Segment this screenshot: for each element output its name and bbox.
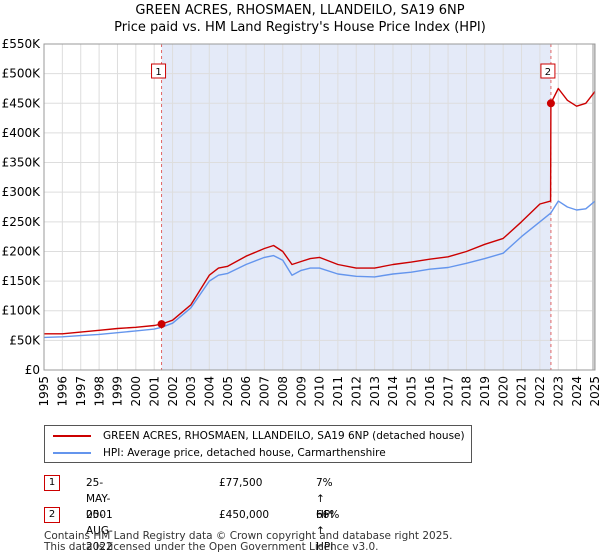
footer: Contains HM Land Registry data © Crown c… xyxy=(44,531,452,553)
x-tick-label: 2023 xyxy=(551,376,565,407)
price-chart: £0 £50K £100K £150K £200K £250K £300K £350K £400… xyxy=(2,37,600,407)
x-tick-label: 2001 xyxy=(147,376,161,407)
x-tick-label: 1999 xyxy=(111,376,125,407)
transaction-price: £77,500 xyxy=(219,477,263,489)
sale-label-box xyxy=(540,63,556,79)
x-tick-label: 1995 xyxy=(37,376,51,407)
x-tick-label: 2002 xyxy=(166,376,180,407)
x-tick-label: 2017 xyxy=(441,376,455,407)
transaction-badge: 1 xyxy=(44,475,60,491)
y-tick-label: £300K xyxy=(2,185,42,199)
y-tick-label: £200K xyxy=(2,244,42,258)
footer-copyright: Contains HM Land Registry data © Crown c… xyxy=(44,530,453,542)
chart-subtitle: Price paid vs. HM Land Registry's House … xyxy=(114,20,486,35)
x-tick-label: 2021 xyxy=(515,376,529,407)
x-tick-label: 1996 xyxy=(56,376,70,407)
x-tick-label: 2009 xyxy=(294,376,308,407)
transaction-date: 25-MAY-2001 xyxy=(86,477,113,521)
x-tick-label: 2025 xyxy=(588,376,600,407)
y-tick-label: £150K xyxy=(2,274,42,288)
y-tick-label: £250K xyxy=(2,215,42,229)
x-tick-label: 2004 xyxy=(203,376,217,407)
x-tick-label: 2020 xyxy=(496,376,510,407)
x-tick-label: 2005 xyxy=(221,376,235,407)
transaction-hpi: 66% ↑ HPI xyxy=(316,509,340,553)
x-tick-label: 2014 xyxy=(386,376,400,407)
sale-label-box xyxy=(151,63,167,79)
x-tick-label: 2019 xyxy=(478,376,492,407)
y-tick-label: £350K xyxy=(2,156,42,170)
transaction-badge: 2 xyxy=(44,507,60,523)
x-tick-label: 2007 xyxy=(258,376,272,407)
sale-point xyxy=(546,99,555,108)
x-tick-label: 2016 xyxy=(423,376,437,407)
x-tick-label: 1997 xyxy=(74,376,88,407)
chart-title: GREEN ACRES, RHOSMAEN, LLANDEILO, SA19 6… xyxy=(135,3,465,18)
transaction-hpi: 7% ↑ HPI xyxy=(316,477,334,521)
x-tick-label: 2022 xyxy=(533,376,547,407)
legend-swatch-hpi xyxy=(53,452,91,454)
sale-point xyxy=(157,320,166,329)
legend-item-property: GREEN ACRES, RHOSMAEN, LLANDEILO, SA19 6… xyxy=(53,428,465,444)
x-tick-label: 1998 xyxy=(92,376,106,407)
y-tick-label: £0 xyxy=(25,363,40,377)
legend-label-hpi: HPI: Average price, detached house, Carm… xyxy=(103,447,386,459)
legend-item-hpi: HPI: Average price, detached house, Carm… xyxy=(53,445,386,461)
y-tick-label: £500K xyxy=(2,67,42,81)
y-tick-label: £450K xyxy=(2,96,42,110)
x-tick-label: 2024 xyxy=(570,376,584,407)
forecast-band xyxy=(592,44,595,370)
footer-license: This data is licensed under the Open Gov… xyxy=(44,541,379,553)
x-tick-label: 2012 xyxy=(349,376,363,407)
x-tick-label: 2015 xyxy=(405,376,419,407)
y-tick-label: £100K xyxy=(2,304,42,318)
plot-frame xyxy=(43,43,596,371)
x-tick-label: 2013 xyxy=(368,376,382,407)
legend-label-property: GREEN ACRES, RHOSMAEN, LLANDEILO, SA19 6… xyxy=(103,430,465,442)
legend: GREEN ACRES, RHOSMAEN, LLANDEILO, SA19 6… xyxy=(44,425,472,463)
legend-swatch-property xyxy=(53,435,91,437)
x-tick-label: 2010 xyxy=(313,376,327,407)
x-tick-label: 2018 xyxy=(460,376,474,407)
sale-label-text: 2 xyxy=(545,67,551,78)
sale-label-text: 1 xyxy=(155,67,161,78)
y-tick-label: £550K xyxy=(2,37,42,51)
x-tick-label: 2011 xyxy=(331,376,345,407)
x-tick-label: 2006 xyxy=(239,376,253,407)
y-tick-label: £400K xyxy=(2,126,42,140)
y-tick-label: £50K xyxy=(9,333,41,347)
x-tick-label: 2003 xyxy=(184,376,198,407)
x-tick-label: 2000 xyxy=(129,376,143,407)
transaction-price: £450,000 xyxy=(219,509,270,521)
hpi-line xyxy=(43,200,596,339)
transaction-date: 05-AUG-2022 xyxy=(86,509,113,553)
x-tick-label: 2008 xyxy=(276,376,290,407)
